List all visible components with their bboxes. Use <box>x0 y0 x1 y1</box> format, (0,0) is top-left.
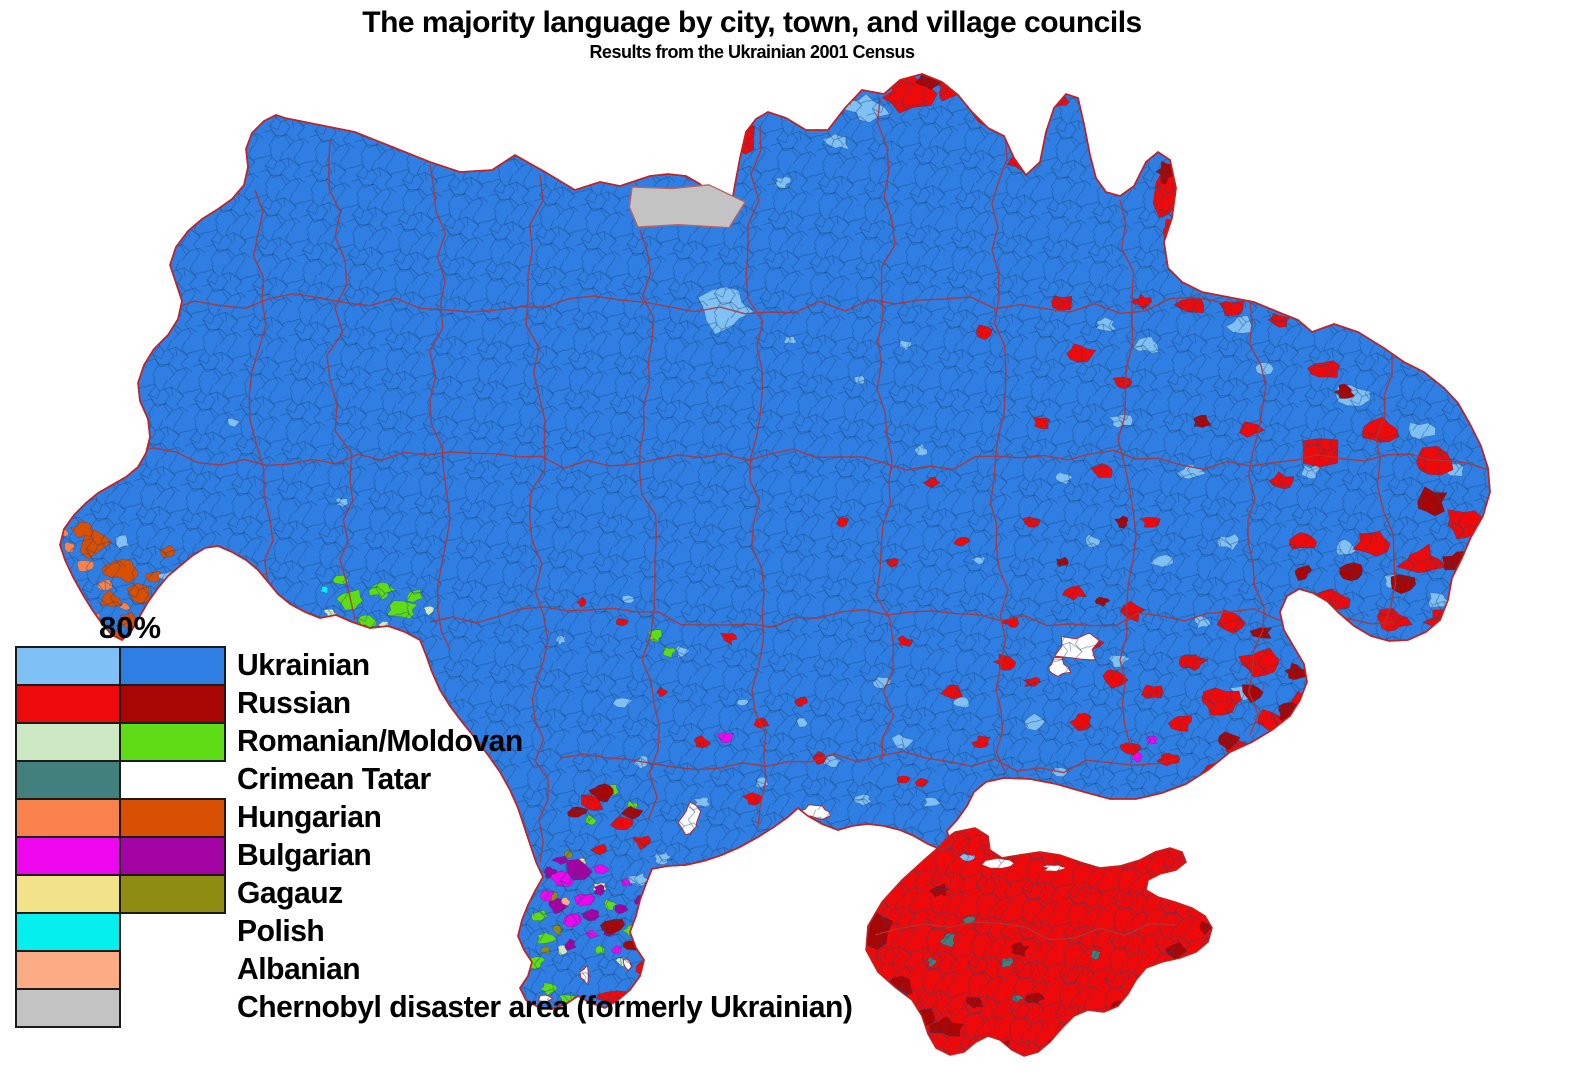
map-patch-russian_dark <box>1081 1027 1098 1039</box>
map-subtitle: Results from the Ukrainian 2001 Census <box>589 42 915 62</box>
legend-row: Bulgarian <box>15 836 871 876</box>
legend-label: Ukrainian <box>237 647 370 682</box>
legend-swatch-light <box>15 912 121 952</box>
legend-label: Albanian <box>237 951 361 986</box>
map-legend: Ukrainian Russian Romanian/Moldovan Crimean… <box>15 646 871 1028</box>
legend-label: Crimean Tatar <box>237 761 431 796</box>
legend-row: Chernobyl disaster area (formerly Ukrain… <box>15 988 871 1028</box>
legend-label: Bulgarian <box>237 837 372 872</box>
oblast-border-line <box>559 750 1181 774</box>
legend-row: Ukrainian <box>15 646 871 686</box>
map-patch-russian_light <box>1227 751 1259 772</box>
oblast-border-line <box>525 174 549 863</box>
legend-swatch-dark <box>119 836 226 876</box>
legend-threshold-label: 80% <box>98 610 162 645</box>
legend-swatch-empty <box>119 760 226 800</box>
legend-swatch-light <box>15 760 121 800</box>
map-patch-romanian_dark <box>204 605 220 618</box>
legend-label: Chernobyl disaster area (formerly Ukrain… <box>237 989 853 1024</box>
map-patch-romanian_dark <box>294 611 309 625</box>
oblast-border-line <box>1375 351 1397 631</box>
oblast-border-line <box>428 164 451 651</box>
legend-row: Albanian <box>15 950 871 990</box>
map-patch-ukrainian_light <box>989 795 1014 808</box>
legend-swatch-empty <box>119 912 226 952</box>
map-patch-russian_dark <box>1330 624 1357 640</box>
oblast-border-line <box>745 124 767 829</box>
map-patch-russian_dark <box>879 862 901 877</box>
state-border-outline <box>59 73 1491 1010</box>
legend-label: Russian <box>237 685 351 720</box>
legend-swatch-dark <box>119 684 226 724</box>
map-patch-polish <box>106 385 117 396</box>
map-patch-russian_dark <box>965 86 988 104</box>
map-patch-russian_light <box>1280 729 1301 746</box>
oblast-border-line <box>1247 299 1267 736</box>
legend-row: Crimean Tatar <box>15 760 871 800</box>
oblast-border-line <box>874 921 1176 941</box>
oblast-border-line <box>875 97 896 761</box>
legend-swatch-empty <box>119 950 226 990</box>
legend-swatch-light <box>15 722 121 762</box>
oblast-border-line <box>326 139 356 621</box>
legend-swatch-light <box>15 988 121 1028</box>
map-patch-russian_light <box>993 827 1012 837</box>
legend-row: Russian <box>15 684 871 724</box>
map-patch-ukrainian_light <box>1292 635 1309 650</box>
legend-label: Gagauz <box>237 875 343 910</box>
crimea-border-outline <box>865 827 1213 1057</box>
legend-label: Romanian/Moldovan <box>237 723 523 758</box>
oblast-borders <box>129 97 1489 941</box>
legend-swatch-light <box>15 798 121 838</box>
oblast-border-line <box>248 189 274 601</box>
map-patch-romanian_dark <box>190 594 212 606</box>
legend-swatch-dark <box>119 874 226 914</box>
oblast-border-line <box>638 229 661 821</box>
legend-swatch-dark <box>119 646 226 686</box>
legend-row: Romanian/Moldovan <box>15 722 871 762</box>
map-title: The majority language by city, town, and… <box>362 6 1142 39</box>
legend-swatch-dark <box>119 722 226 762</box>
legend-label: Polish <box>237 913 325 948</box>
legend-swatch-light <box>15 874 121 914</box>
chernobyl-area <box>628 184 747 229</box>
legend-swatch-dark <box>119 798 226 838</box>
legend-row: Gagauz <box>15 874 871 914</box>
legend-row: Polish <box>15 912 871 952</box>
legend-swatch-empty <box>119 988 226 1028</box>
legend-label: Hungarian <box>237 799 382 834</box>
oblast-border-line <box>429 606 1396 628</box>
legend-swatch-light <box>15 646 121 686</box>
oblast-border-line <box>169 292 1221 315</box>
legend-swatch-light <box>15 836 121 876</box>
oblast-border-line <box>989 134 1009 773</box>
oblast-border-line <box>129 447 1489 471</box>
legend-swatch-light <box>15 950 121 990</box>
oblast-border-line <box>1117 199 1137 746</box>
legend-swatch-light <box>15 684 121 724</box>
legend-row: Hungarian <box>15 798 871 838</box>
